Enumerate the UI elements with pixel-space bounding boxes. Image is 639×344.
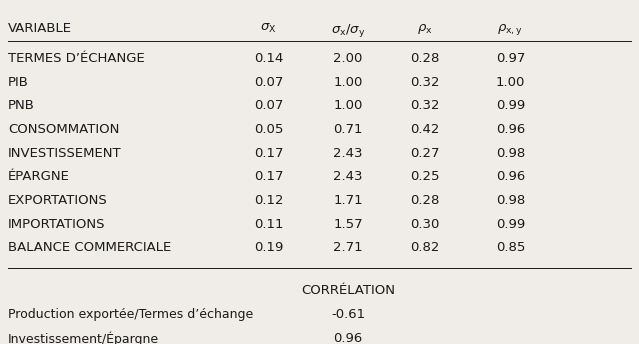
Text: 0.07: 0.07 [254,76,283,89]
Text: 1.71: 1.71 [334,194,363,207]
Text: 0.32: 0.32 [410,76,439,89]
Text: 0.85: 0.85 [496,241,525,254]
Text: CONSOMMATION: CONSOMMATION [8,123,119,136]
Text: 1.00: 1.00 [496,76,525,89]
Text: TERMES D’ÉCHANGE: TERMES D’ÉCHANGE [8,52,144,65]
Text: INVESTISSEMENT: INVESTISSEMENT [8,147,121,160]
Text: 0.12: 0.12 [254,194,283,207]
Text: 2.71: 2.71 [334,241,363,254]
Text: 0.97: 0.97 [496,52,525,65]
Text: 0.05: 0.05 [254,123,283,136]
Text: 0.96: 0.96 [496,170,525,183]
Text: 1.57: 1.57 [334,218,363,230]
Text: $\sigma_{\mathrm{x}}/\sigma_{\mathrm{y}}$: $\sigma_{\mathrm{x}}/\sigma_{\mathrm{y}}… [331,22,366,39]
Text: 0.99: 0.99 [496,99,525,112]
Text: BALANCE COMMERCIALE: BALANCE COMMERCIALE [8,241,171,254]
Text: EXPORTATIONS: EXPORTATIONS [8,194,107,207]
Text: $\rho_{\mathrm{x}}$: $\rho_{\mathrm{x}}$ [417,22,432,35]
Text: 0.82: 0.82 [410,241,439,254]
Text: VARIABLE: VARIABLE [8,22,72,34]
Text: 2.43: 2.43 [334,170,363,183]
Text: $\rho_{\mathrm{x,y}}$: $\rho_{\mathrm{x,y}}$ [497,22,523,36]
Text: 0.27: 0.27 [410,147,439,160]
Text: 0.96: 0.96 [334,332,363,344]
Text: 0.98: 0.98 [496,147,525,160]
Text: -0.61: -0.61 [331,308,366,321]
Text: 0.32: 0.32 [410,99,439,112]
Text: 2.00: 2.00 [334,52,363,65]
Text: 1.00: 1.00 [334,99,363,112]
Text: ÉPARGNE: ÉPARGNE [8,170,70,183]
Text: 0.07: 0.07 [254,99,283,112]
Text: 1.00: 1.00 [334,76,363,89]
Text: 0.71: 0.71 [334,123,363,136]
Text: 0.17: 0.17 [254,170,283,183]
Text: 0.28: 0.28 [410,194,439,207]
Text: 0.98: 0.98 [496,194,525,207]
Text: 0.28: 0.28 [410,52,439,65]
Text: CORRÉLATION: CORRÉLATION [301,284,395,297]
Text: 0.30: 0.30 [410,218,439,230]
Text: PNB: PNB [8,99,35,112]
Text: IMPORTATIONS: IMPORTATIONS [8,218,105,230]
Text: 0.14: 0.14 [254,52,283,65]
Text: 0.42: 0.42 [410,123,439,136]
Text: Production exportée/Termes d’échange: Production exportée/Termes d’échange [8,308,253,321]
Text: PIB: PIB [8,76,29,89]
Text: Investissement/Épargne: Investissement/Épargne [8,332,159,344]
Text: 0.17: 0.17 [254,147,283,160]
Text: 0.19: 0.19 [254,241,283,254]
Text: 0.11: 0.11 [254,218,283,230]
Text: 0.96: 0.96 [496,123,525,136]
Text: 0.99: 0.99 [496,218,525,230]
Text: 2.43: 2.43 [334,147,363,160]
Text: $\sigma_{\mathrm{X}}$: $\sigma_{\mathrm{X}}$ [260,22,277,35]
Text: 0.25: 0.25 [410,170,439,183]
